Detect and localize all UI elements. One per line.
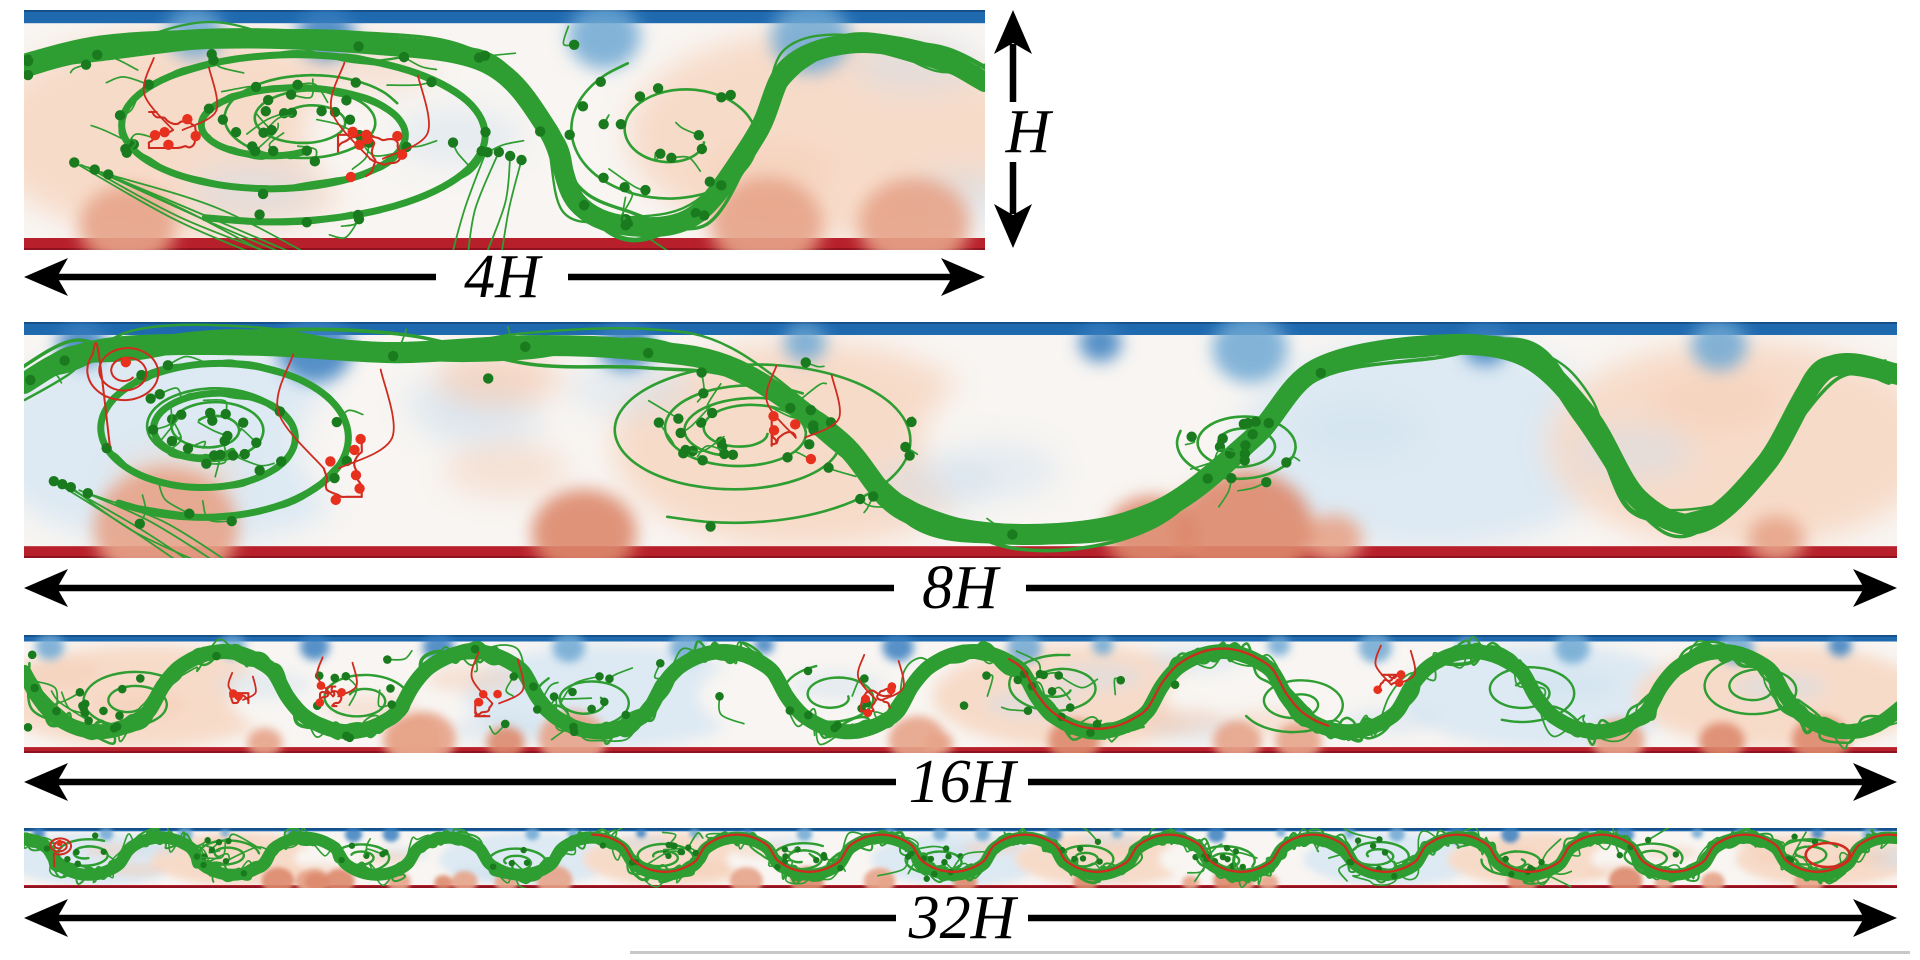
panel-4H-field: [24, 10, 985, 250]
width-label-16H: 16H: [908, 748, 1016, 816]
width-label-8H: 8H: [922, 554, 998, 622]
panel-32H-field: [24, 828, 1897, 888]
panel-8H-field: [24, 322, 1897, 558]
height-label-H: H: [1005, 98, 1051, 166]
width-label-32H: 32H: [908, 884, 1016, 952]
panel-16H-field: [24, 635, 1897, 753]
width-label-4H: 4H: [464, 243, 540, 311]
window-edge-line: [630, 951, 1910, 954]
